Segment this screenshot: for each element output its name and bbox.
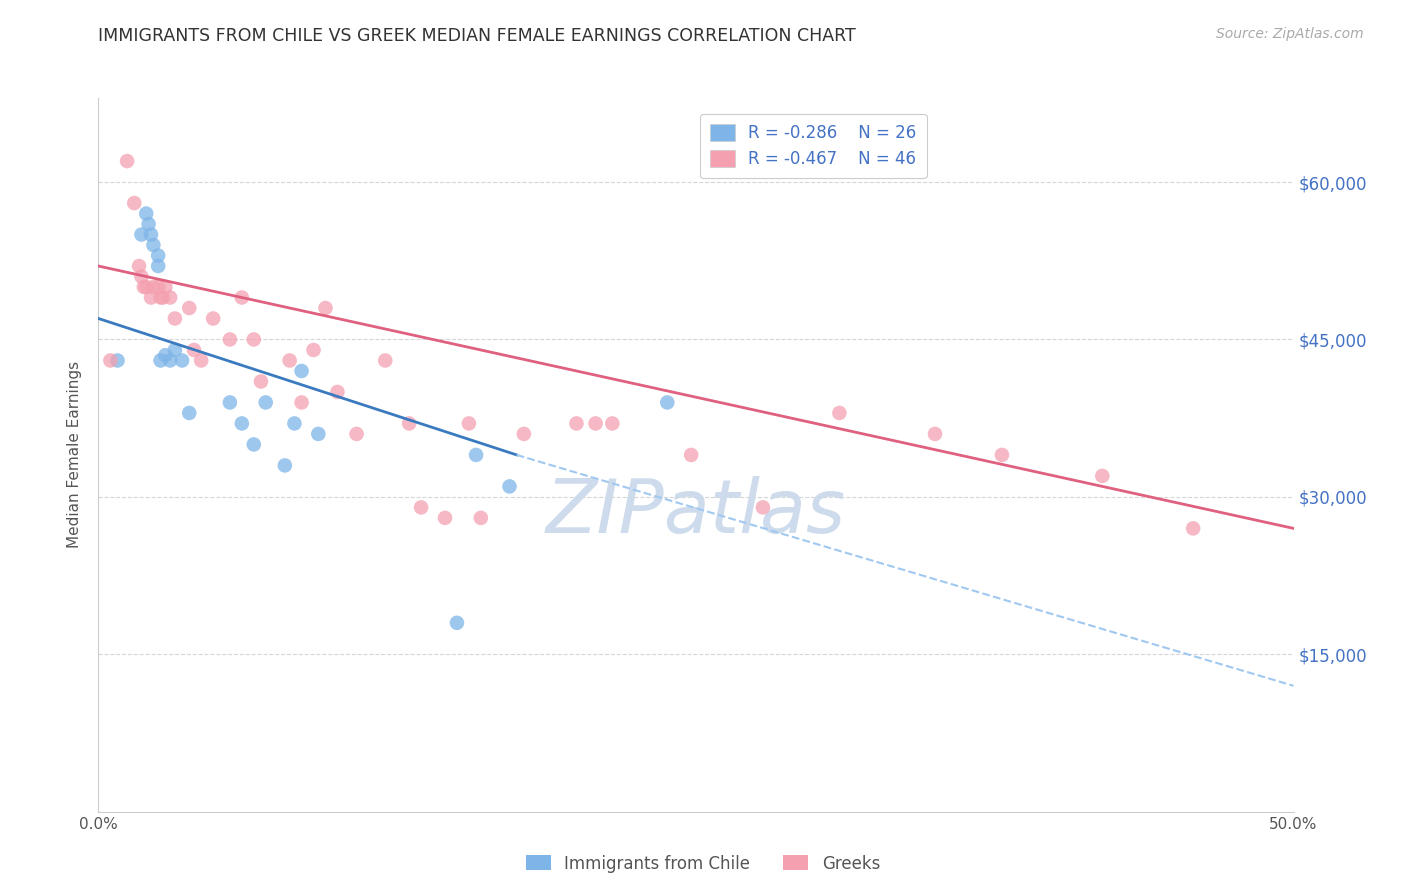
Point <box>231 291 253 305</box>
Point <box>307 426 329 441</box>
Point <box>124 196 146 211</box>
Point <box>159 353 181 368</box>
Point <box>163 311 186 326</box>
Point <box>243 333 266 347</box>
Point <box>152 291 174 305</box>
Legend: Immigrants from Chile, Greeks: Immigrants from Chile, Greeks <box>519 848 887 880</box>
Point <box>135 206 157 220</box>
Point <box>411 500 433 515</box>
Point <box>139 291 162 305</box>
Point <box>179 301 201 315</box>
Point <box>585 417 607 431</box>
Point <box>498 479 520 493</box>
Point <box>142 280 165 294</box>
Point <box>657 395 679 409</box>
Point <box>470 511 492 525</box>
Point <box>135 280 157 294</box>
Point <box>149 291 172 305</box>
Point <box>179 406 201 420</box>
Point <box>291 395 314 409</box>
Point <box>219 395 242 409</box>
Point <box>752 500 775 515</box>
Point <box>190 353 212 368</box>
Point <box>565 417 588 431</box>
Point <box>991 448 1014 462</box>
Point <box>163 343 186 357</box>
Point <box>155 348 177 362</box>
Point <box>219 333 242 347</box>
Point <box>283 417 305 431</box>
Point <box>183 343 205 357</box>
Point <box>159 291 181 305</box>
Text: ZIPatlas: ZIPatlas <box>546 476 846 548</box>
Point <box>465 448 488 462</box>
Point <box>142 238 165 252</box>
Point <box>398 417 420 431</box>
Point <box>924 426 946 441</box>
Point <box>128 259 150 273</box>
Point <box>231 417 253 431</box>
Point <box>131 269 153 284</box>
Point <box>243 437 266 451</box>
Point <box>326 384 349 399</box>
Point <box>172 353 194 368</box>
Point <box>1182 521 1205 535</box>
Point <box>107 353 129 368</box>
Point <box>115 154 138 169</box>
Point <box>149 353 172 368</box>
Point <box>278 353 301 368</box>
Text: Source: ZipAtlas.com: Source: ZipAtlas.com <box>1216 27 1364 41</box>
Point <box>346 426 368 441</box>
Point <box>138 217 160 231</box>
Point <box>139 227 162 242</box>
Text: IMMIGRANTS FROM CHILE VS GREEK MEDIAN FEMALE EARNINGS CORRELATION CHART: IMMIGRANTS FROM CHILE VS GREEK MEDIAN FE… <box>98 27 856 45</box>
Point <box>274 458 297 473</box>
Point <box>446 615 468 630</box>
Point <box>315 301 337 315</box>
Point <box>148 248 170 262</box>
Point <box>131 227 153 242</box>
Point <box>250 375 273 389</box>
Point <box>433 511 456 525</box>
Point <box>513 426 536 441</box>
Y-axis label: Median Female Earnings: Median Female Earnings <box>67 361 83 549</box>
Point <box>98 353 122 368</box>
Point <box>148 280 170 294</box>
Point <box>148 259 170 273</box>
Point <box>828 406 851 420</box>
Point <box>302 343 325 357</box>
Legend: R = -0.286    N = 26, R = -0.467    N = 46: R = -0.286 N = 26, R = -0.467 N = 46 <box>700 113 927 178</box>
Point <box>202 311 225 326</box>
Point <box>132 280 155 294</box>
Point <box>681 448 703 462</box>
Point <box>291 364 314 378</box>
Point <box>374 353 396 368</box>
Point <box>458 417 481 431</box>
Point <box>602 417 624 431</box>
Point <box>1091 469 1114 483</box>
Point <box>254 395 277 409</box>
Point <box>155 280 177 294</box>
